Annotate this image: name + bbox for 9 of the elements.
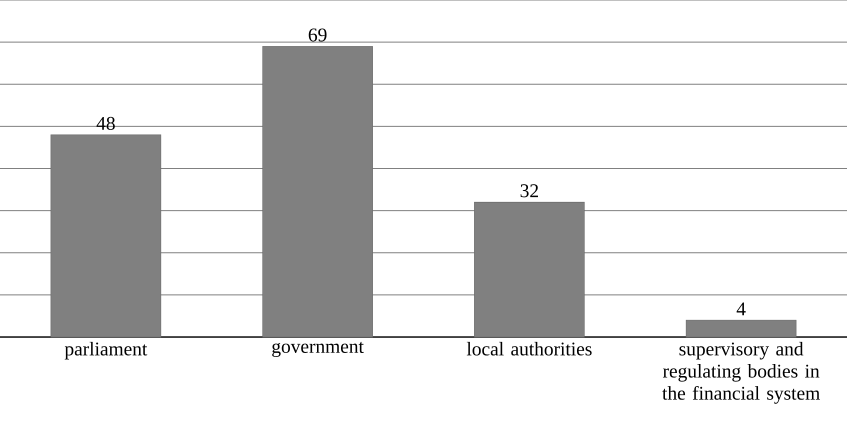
x-tick-label: parliament [64,342,148,360]
data-label: 69 [308,28,327,42]
data-label: 32 [520,184,538,198]
data-label: 48 [96,116,115,130]
x-tick-label: supervisory and regulating bodies in the financial system [662,342,820,404]
x-tick-label: government [272,342,364,357]
bar [686,320,796,338]
x-tick-label: local authorities [466,342,592,356]
data-label: 4 [736,302,746,316]
